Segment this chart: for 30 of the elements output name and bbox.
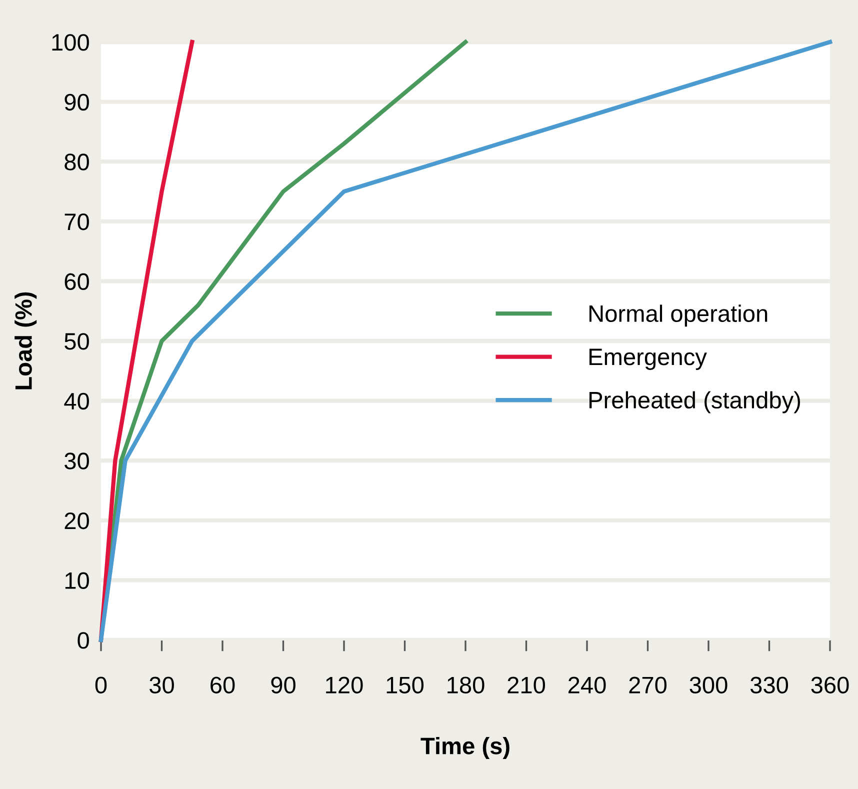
- legend-label: Normal operation: [589, 304, 768, 327]
- line-series: [98, 40, 832, 642]
- x-tick-label: 90: [271, 676, 296, 694]
- x-tick-label: 180: [448, 676, 484, 694]
- y-tick-label: 0: [78, 632, 89, 649]
- y-tick-label: 40: [64, 392, 89, 410]
- x-tick-label: 210: [508, 676, 546, 694]
- y-tick-label: 50: [64, 333, 89, 350]
- y-tick-label: 10: [65, 572, 89, 589]
- y-tick-label: 70: [64, 213, 89, 230]
- legend-label: Emergency: [589, 348, 707, 370]
- y-tick-label: 30: [64, 452, 89, 470]
- x-tick-label: 30: [150, 676, 174, 694]
- x-tick-label: 300: [690, 676, 728, 694]
- x-tick-label: 120: [326, 676, 363, 694]
- x-tick-label: 0: [95, 676, 107, 694]
- y-tick-label: 80: [64, 154, 89, 170]
- x-tick-label: 270: [629, 676, 667, 694]
- x-tick-label: 60: [210, 676, 235, 694]
- x-axis-title: Time (s): [420, 737, 510, 760]
- y-tick-label: 100: [52, 34, 89, 51]
- y-axis-title: Load (%): [14, 292, 37, 390]
- y-tick-label: 20: [64, 512, 89, 530]
- x-tick-label: 150: [386, 676, 424, 694]
- legend-label: Preheated (standby): [589, 391, 800, 414]
- x-tick-label: 240: [568, 676, 606, 694]
- y-tick-label: 90: [64, 94, 89, 111]
- y-tick-label: 60: [64, 273, 89, 290]
- x-tick-label: 330: [750, 676, 788, 694]
- x-tick-label: 360: [811, 676, 849, 694]
